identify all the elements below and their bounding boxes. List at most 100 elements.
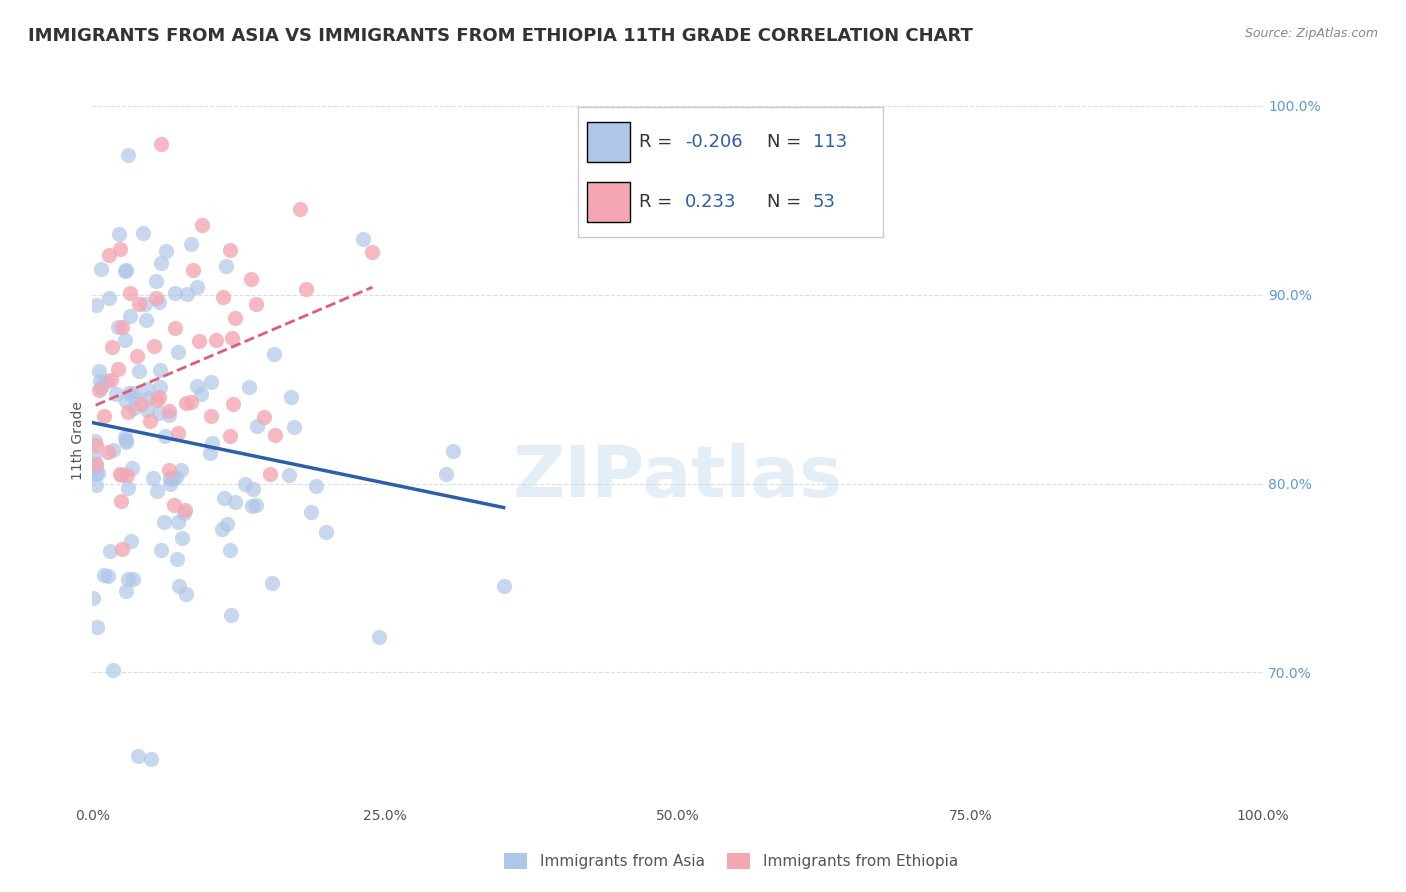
Point	[221, 331, 243, 345]
Point	[172, 531, 194, 545]
Point	[149, 256, 172, 270]
Point	[118, 286, 141, 301]
Point	[138, 391, 160, 405]
Text: ZIPatlas: ZIPatlas	[513, 443, 842, 512]
Point	[84, 457, 107, 471]
Point	[145, 292, 167, 306]
Point	[115, 583, 138, 598]
Point	[98, 543, 121, 558]
Point	[245, 296, 267, 310]
Point	[259, 467, 281, 481]
Point	[115, 468, 138, 483]
Point	[290, 202, 312, 216]
Point	[149, 136, 172, 151]
Point	[180, 236, 202, 251]
Point	[174, 396, 197, 410]
Point	[87, 364, 110, 378]
Point	[368, 631, 391, 645]
Point	[212, 491, 235, 506]
Point	[191, 218, 214, 232]
Point	[205, 333, 228, 347]
Point	[117, 572, 139, 586]
Point	[157, 463, 180, 477]
Point	[166, 345, 188, 359]
Point	[239, 271, 262, 285]
Point	[200, 409, 222, 423]
Point	[117, 148, 139, 162]
Point	[176, 287, 198, 301]
Point	[165, 470, 187, 484]
Point	[187, 334, 209, 348]
Point	[101, 663, 124, 677]
Point	[283, 420, 305, 434]
Point	[98, 291, 121, 305]
Point	[155, 244, 177, 258]
Point	[150, 543, 173, 558]
Point	[145, 392, 167, 407]
Point	[89, 375, 111, 389]
Point	[118, 310, 141, 324]
Point	[149, 380, 172, 394]
Point	[84, 438, 107, 452]
Point	[82, 591, 104, 605]
Point	[159, 404, 181, 418]
Point	[117, 481, 139, 495]
Point	[492, 578, 515, 592]
Point	[127, 749, 149, 764]
Point	[122, 401, 145, 415]
Point	[155, 428, 177, 442]
Point	[263, 347, 285, 361]
Point	[86, 619, 108, 633]
Point	[246, 418, 269, 433]
Point	[174, 587, 197, 601]
Point	[128, 364, 150, 378]
Point	[242, 499, 264, 513]
Point	[114, 264, 136, 278]
Point	[190, 387, 212, 401]
Point	[142, 338, 165, 352]
Point	[315, 524, 337, 539]
Point	[162, 472, 184, 486]
Point	[211, 290, 233, 304]
Point	[224, 495, 246, 509]
Point	[87, 466, 110, 480]
Point	[134, 297, 156, 311]
Point	[148, 406, 170, 420]
Point	[170, 463, 193, 477]
Point	[90, 262, 112, 277]
Point	[108, 467, 131, 481]
Point	[96, 374, 118, 388]
Point	[83, 434, 105, 449]
Point	[146, 483, 169, 498]
Point	[139, 414, 162, 428]
Point	[299, 505, 322, 519]
Point	[163, 285, 186, 300]
Point	[166, 551, 188, 566]
Point	[120, 533, 142, 548]
Point	[173, 506, 195, 520]
Point	[101, 442, 124, 457]
Point	[100, 373, 122, 387]
Point	[145, 274, 167, 288]
Point	[93, 409, 115, 423]
Point	[167, 516, 190, 530]
Point	[110, 319, 132, 334]
Point	[128, 297, 150, 311]
Point	[107, 320, 129, 334]
Point	[86, 298, 108, 312]
Point	[278, 467, 301, 482]
Point	[117, 405, 139, 419]
Point	[125, 391, 148, 405]
Point	[198, 446, 221, 460]
Point	[121, 572, 143, 586]
Point	[224, 311, 246, 326]
Point	[87, 384, 110, 398]
Point	[441, 444, 464, 458]
Point	[110, 494, 132, 508]
Legend: Immigrants from Asia, Immigrants from Ethiopia: Immigrants from Asia, Immigrants from Et…	[498, 847, 965, 875]
Point	[148, 390, 170, 404]
Point	[148, 294, 170, 309]
Point	[114, 333, 136, 347]
Point	[157, 408, 180, 422]
Point	[262, 575, 284, 590]
